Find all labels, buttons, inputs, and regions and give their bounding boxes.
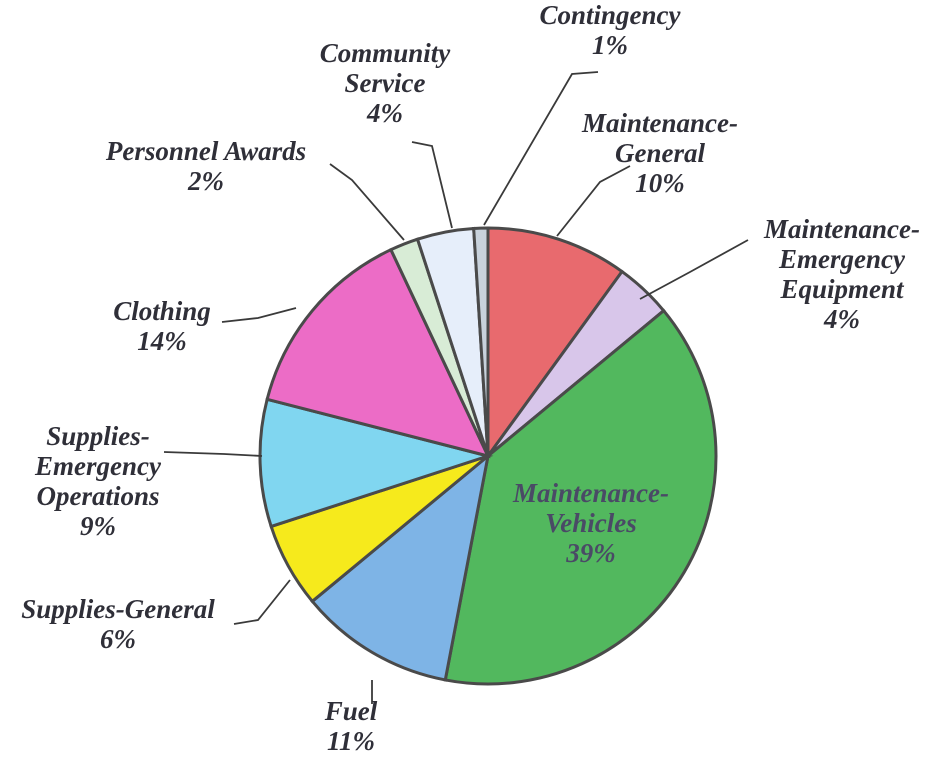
slice-percent: 4% (366, 98, 403, 128)
slice-label-line: Service (345, 68, 426, 98)
leader-line-community-service (411, 141, 453, 229)
slice-label-line: Personnel Awards (105, 136, 306, 166)
slice-label-maintenance-general: Maintenance-General 10% (581, 108, 738, 198)
slice-percent: 6% (100, 624, 136, 654)
pie-slice-maintenance-vehicles (443, 308, 718, 686)
slice-label-line: Equipment (779, 274, 905, 304)
slice-label-line: Maintenance- (763, 214, 920, 244)
leader-line-maintenance-general (556, 165, 631, 237)
slice-label-line: Fuel (324, 696, 378, 726)
slice-label-line: Maintenance- (512, 478, 669, 508)
slice-label-community-service: Community Service 4% (320, 38, 452, 128)
leader-line-personnel-awards (329, 163, 405, 241)
slice-label-line: Operations (36, 481, 159, 511)
slice-label-supplies-emergency-operations: Supplies-Emergency Operations 9% (34, 421, 162, 541)
leader-lines (163, 71, 749, 704)
slice-label-personnel-awards: Personnel Awards 2% (105, 136, 306, 196)
slice-label-line: Contingency (539, 0, 681, 30)
pie-slice-supplies-emergency-operations (258, 397, 494, 529)
slice-percent: 11% (327, 726, 375, 756)
slice-percent: 2% (187, 166, 224, 196)
slice-label-line: Supplies- (46, 421, 150, 451)
leader-line-supplies-emergency-operations (163, 451, 263, 457)
pie-slice-clothing (265, 247, 491, 459)
slice-percent: 10% (635, 168, 685, 198)
slice-label-line: Clothing (113, 296, 211, 326)
slice-label-fuel: Fuel 11% (324, 696, 378, 756)
slice-labels: Maintenance-General 10%Maintenance-Emerge… (21, 0, 920, 756)
slice-label-maintenance-emergency-equipment: Maintenance-Emergency Equipment 4% (763, 214, 920, 334)
slice-label-maintenance-vehicles: Maintenance-Vehicles 39% (512, 478, 669, 568)
leader-line-supplies-general (233, 579, 291, 625)
slice-label-line: Emergency (778, 244, 906, 274)
slice-label-line: Emergency (34, 451, 162, 481)
slice-label-contingency: Contingency 1% (539, 0, 681, 60)
pie-slice-maintenance-general (486, 226, 625, 461)
slice-percent: 14% (137, 326, 187, 356)
slice-label-line: General (615, 138, 705, 168)
slice-percent: 9% (80, 511, 116, 541)
slice-label-line: Vehicles (545, 508, 637, 538)
slice-label-line: Supplies-General (21, 594, 215, 624)
pie-slices (258, 226, 718, 686)
slice-percent: 4% (823, 304, 860, 334)
slice-label-line: Community (320, 38, 452, 68)
pie-slice-contingency (472, 226, 490, 457)
leader-line-clothing (221, 307, 297, 323)
slice-label-line: Maintenance- (581, 108, 738, 138)
leader-line-maintenance-emergency-equipment (639, 239, 749, 300)
slice-label-supplies-general: Supplies-General 6% (21, 594, 215, 654)
slice-percent: 1% (592, 30, 628, 60)
leader-line-contingency (483, 71, 599, 226)
slice-label-clothing: Clothing 14% (113, 296, 211, 356)
pie-slice-fuel (310, 452, 491, 682)
slice-percent: 39% (565, 538, 616, 568)
